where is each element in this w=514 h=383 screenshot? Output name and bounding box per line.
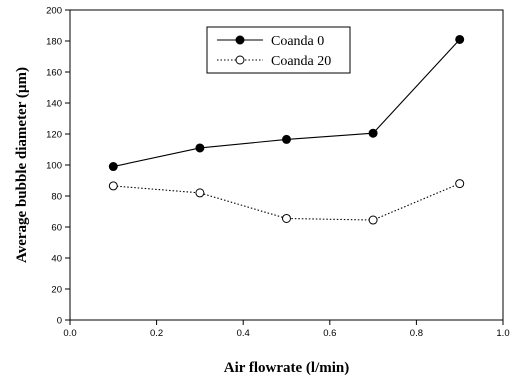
data-point (195, 143, 205, 153)
y-tick-label: 120 (46, 130, 62, 141)
legend-label: Coanda 20 (271, 54, 331, 69)
y-axis-title: Average bubble diameter (µm) (14, 67, 30, 263)
y-tick-label: 160 (46, 68, 62, 79)
x-tick-label: 0.4 (237, 328, 250, 339)
data-point (455, 34, 465, 44)
data-point (282, 134, 291, 144)
data-point (108, 181, 118, 191)
data-point (108, 162, 118, 172)
series-2 (108, 179, 465, 225)
x-axis-title: Air flowrate (l/min) (224, 360, 350, 376)
data-point (455, 179, 465, 189)
legend: Coanda 0 Coanda 20 (206, 26, 351, 74)
y-tick-label: 80 (51, 192, 62, 203)
y-tick-label: 180 (46, 37, 62, 48)
legend-label: Coanda 0 (271, 34, 324, 49)
series-1 (108, 34, 465, 172)
y-tick-label: 0 (57, 316, 62, 327)
y-tick-label: 100 (46, 161, 62, 172)
axes: 0.0 0.2 0.4 0.6 0.8 1.0 0 20 40 60 80 100 120 140 160 1… (14, 6, 510, 377)
series-line (113, 183, 460, 221)
legend-marker (235, 35, 245, 45)
x-tick-label: 1.0 (496, 328, 509, 339)
y-tick-label: 140 (46, 99, 62, 110)
data-point (368, 128, 378, 138)
x-tick-label: 0.2 (150, 328, 163, 339)
data-point (368, 215, 378, 225)
y-tick-label: 20 (51, 285, 62, 296)
y-tick-label: 60 (51, 223, 62, 234)
data-point (282, 213, 291, 223)
data-point (195, 188, 205, 198)
legend-marker (235, 55, 245, 65)
x-tick-label: 0.8 (410, 328, 423, 339)
legend-box (206, 26, 351, 74)
y-tick-label: 200 (46, 6, 62, 17)
series-layer (108, 34, 465, 225)
x-tick-label: 0.6 (323, 328, 336, 339)
x-tick-label: 0.0 (63, 328, 76, 339)
y-tick-label: 40 (51, 254, 62, 265)
